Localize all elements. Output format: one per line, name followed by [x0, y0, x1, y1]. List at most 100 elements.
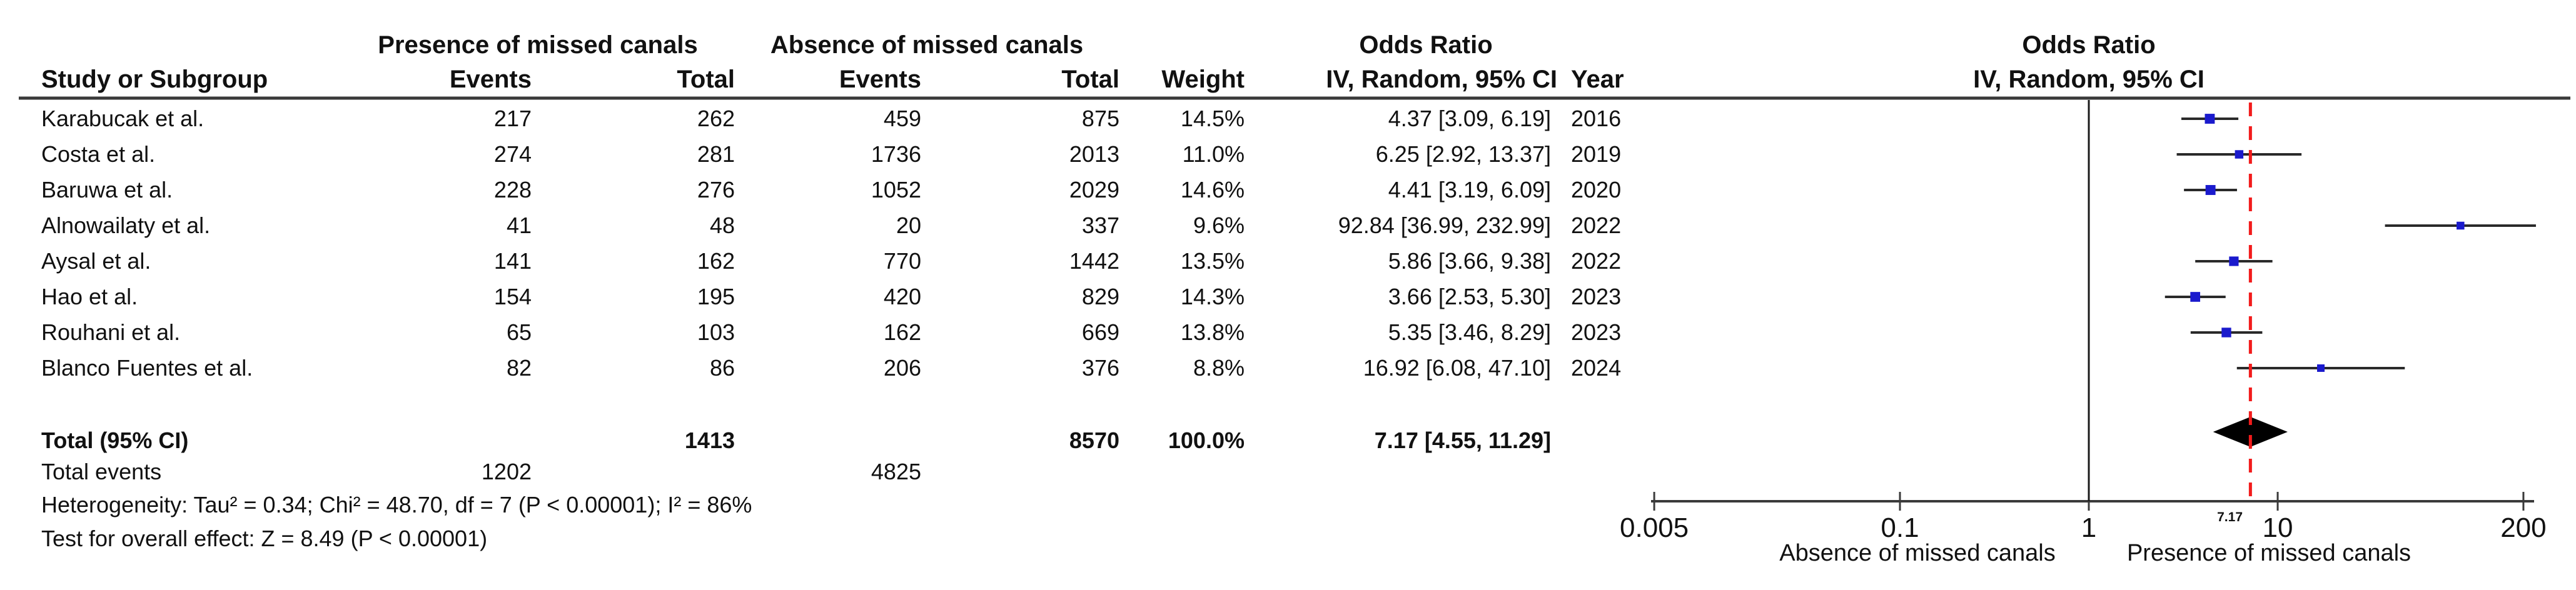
cell-events1: 154: [493, 284, 532, 309]
heterogeneity-stats: Heterogeneity: Tau² = 0.34; Chi² = 48.70…: [41, 492, 752, 518]
cell-weight: 14.6%: [1180, 177, 1245, 202]
cell-events1: 141: [493, 248, 532, 274]
cell-year: 2023: [1571, 319, 1622, 345]
study-name: Aysal et al.: [41, 248, 151, 274]
study-name: Alnowailaty et al.: [41, 212, 211, 238]
cell-or_text: 5.86 [3.66, 9.38]: [1388, 248, 1551, 274]
study-name: Blanco Fuentes et al.: [41, 355, 253, 381]
total-row-or-ci: 7.17 [4.55, 11.29]: [1374, 428, 1551, 453]
col-header-events-presence: Events: [449, 66, 532, 93]
plot-subtitle-method: IV, Random, 95% CI: [1973, 66, 2205, 93]
total-events-label: Total events: [41, 459, 162, 484]
cell-total2: 829: [1081, 284, 1119, 309]
cell-weight: 14.5%: [1180, 106, 1245, 131]
cell-total2: 376: [1081, 355, 1119, 381]
cell-or_text: 6.25 [2.92, 13.37]: [1375, 141, 1551, 167]
cell-total1: 48: [709, 212, 735, 238]
pooled-diamond: [2213, 417, 2288, 447]
cell-total1: 276: [697, 177, 735, 202]
cell-year: 2022: [1571, 212, 1622, 238]
cell-events2: 459: [883, 106, 921, 131]
total-events-presence: 1202: [481, 459, 532, 484]
study-name: Hao et al.: [41, 284, 138, 309]
cell-total2: 669: [1081, 319, 1119, 345]
col-header-events-absence: Events: [839, 66, 921, 93]
group-header-odds-ratio: Odds Ratio: [1359, 31, 1493, 59]
col-header-study: Study or Subgroup: [41, 66, 268, 93]
cell-year: 2022: [1571, 248, 1622, 274]
pooled-estimate-axis-label: 7.17: [2217, 510, 2243, 524]
axis-title-right: Presence of missed canals: [2126, 540, 2412, 566]
cell-weight: 9.6%: [1193, 212, 1245, 238]
study-name: Karabucak et al.: [41, 106, 205, 131]
point-estimate-square: [2229, 256, 2239, 266]
cell-or_text: 4.37 [3.09, 6.19]: [1388, 106, 1551, 131]
cell-year: 2019: [1571, 141, 1622, 167]
plot-title-odds-ratio: Odds Ratio: [2022, 31, 2156, 59]
cell-events1: 217: [493, 106, 532, 131]
axis-tick-label: 0.1: [1881, 512, 1919, 543]
point-estimate-square: [2456, 221, 2465, 230]
study-row: Aysal et al. 141 162 770 1442 13.5% 5.86 [3.66…: [0, 246, 1689, 276]
cell-events1: 65: [506, 319, 532, 345]
point-estimate-square: [2235, 150, 2244, 159]
group-header-absence: Absence of missed canals: [770, 31, 1084, 59]
cell-events2: 20: [896, 212, 921, 238]
axis-tick-label: 0.005: [1620, 512, 1689, 543]
cell-events1: 41: [506, 212, 532, 238]
study-row: Hao et al. 154 195 420 829 14.3% 3.66 [2.53, 5…: [0, 282, 1689, 312]
cell-weight: 13.8%: [1180, 319, 1245, 345]
cell-weight: 11.0%: [1182, 141, 1245, 167]
study-row: Rouhani et al. 65 103 162 669 13.8% 5.35 [3.46…: [0, 318, 1689, 348]
study-row: Blanco Fuentes et al. 82 86 206 376 8.8% 16.92…: [0, 353, 1689, 383]
cell-events2: 420: [883, 284, 921, 309]
study-name: Rouhani et al.: [41, 319, 181, 345]
cell-events1: 274: [493, 141, 532, 167]
cell-events2: 1052: [871, 177, 921, 202]
cell-or_text: 5.35 [3.46, 8.29]: [1388, 319, 1551, 345]
study-name: Baruwa et al.: [41, 177, 173, 202]
col-header-year: Year: [1571, 66, 1624, 93]
cell-total2: 337: [1081, 212, 1119, 238]
group-header-presence: Presence of missed canals: [378, 31, 698, 59]
total-row-total-absence: 8570: [1069, 428, 1119, 453]
cell-weight: 13.5%: [1180, 248, 1245, 274]
cell-weight: 8.8%: [1193, 355, 1245, 381]
total-row-weight: 100.0%: [1168, 428, 1245, 453]
col-header-method: IV, Random, 95% CI: [1326, 66, 1557, 93]
axis-tick-label: 10: [2262, 512, 2293, 543]
point-estimate-square: [2316, 364, 2325, 372]
cell-events1: 82: [506, 355, 532, 381]
axis-tick-label: 1: [2081, 512, 2097, 543]
study-row: Karabucak et al. 217 262 459 875 14.5% 4.37 [3…: [0, 104, 1689, 134]
cell-total1: 262: [697, 106, 735, 131]
point-estimate-square: [2221, 328, 2231, 338]
cell-events2: 206: [883, 355, 921, 381]
cell-or_text: 16.92 [6.08, 47.10]: [1363, 355, 1551, 381]
study-row: Baruwa et al. 228 276 1052 2029 14.6% 4.41 [3.…: [0, 175, 1689, 205]
col-header-weight: Weight: [1161, 66, 1245, 93]
cell-year: 2023: [1571, 284, 1622, 309]
total-row-total-presence: 1413: [684, 428, 735, 453]
cell-or_text: 3.66 [2.53, 5.30]: [1388, 284, 1551, 309]
cell-total2: 1442: [1069, 248, 1119, 274]
cell-total1: 103: [697, 319, 735, 345]
point-estimate-square: [2190, 292, 2201, 302]
axis-tick-label: 200: [2500, 512, 2547, 543]
cell-events1: 228: [493, 177, 532, 202]
overall-effect-stats: Test for overall effect: Z = 8.49 (P < 0…: [41, 526, 488, 551]
axis-title-left: Absence of missed canals: [1779, 540, 2056, 566]
study-row: Alnowailaty et al. 41 48 20 337 9.6% 92.84 [36…: [0, 211, 1689, 241]
col-header-total-presence: Total: [677, 66, 735, 93]
cell-total1: 281: [697, 141, 735, 167]
point-estimate-square: [2205, 185, 2216, 195]
cell-total2: 2013: [1069, 141, 1119, 167]
cell-or_text: 92.84 [36.99, 232.99]: [1338, 212, 1551, 238]
cell-total1: 86: [709, 355, 735, 381]
cell-year: 2024: [1571, 355, 1622, 381]
cell-weight: 14.3%: [1180, 284, 1245, 309]
col-header-total-absence: Total: [1061, 66, 1119, 93]
cell-or_text: 4.41 [3.19, 6.09]: [1388, 177, 1551, 202]
